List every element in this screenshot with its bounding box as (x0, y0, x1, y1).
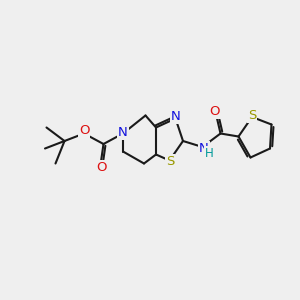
Text: N: N (171, 110, 181, 123)
Text: O: O (209, 105, 220, 119)
Text: S: S (166, 155, 174, 168)
Text: O: O (79, 124, 89, 137)
Text: O: O (96, 161, 106, 174)
Text: N: N (199, 142, 209, 155)
Text: S: S (248, 109, 256, 122)
Text: N: N (118, 126, 128, 140)
Text: H: H (205, 147, 214, 160)
